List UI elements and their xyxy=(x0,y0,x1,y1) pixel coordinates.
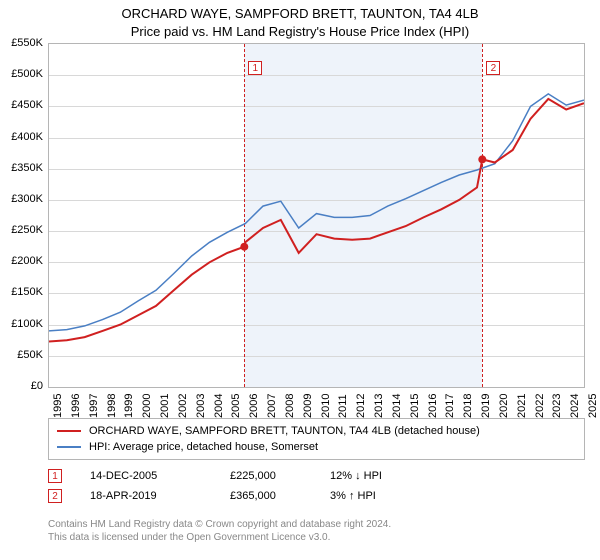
chart-title-line2: Price paid vs. HM Land Registry's House … xyxy=(0,21,600,43)
y-axis-tick-label: £100K xyxy=(1,318,43,330)
y-axis-tick-label: £550K xyxy=(1,37,43,49)
x-axis-tick-label: 2017 xyxy=(444,394,456,418)
y-axis-tick-label: £300K xyxy=(1,193,43,205)
footer-line1: Contains HM Land Registry data © Crown c… xyxy=(48,518,585,531)
footer-attribution: Contains HM Land Registry data © Crown c… xyxy=(48,518,585,544)
x-axis-tick-label: 2012 xyxy=(355,394,367,418)
x-axis-tick-label: 1995 xyxy=(52,394,64,418)
y-axis-tick-label: £400K xyxy=(1,131,43,143)
legend-swatch xyxy=(57,430,81,432)
x-axis-tick-label: 1998 xyxy=(106,394,118,418)
y-axis-tick-label: £450K xyxy=(1,99,43,111)
events-table-row: 1 14-DEC-2005£225,00012% ↓ HPI xyxy=(48,466,585,486)
legend-row: HPI: Average price, detached house, Some… xyxy=(57,439,576,455)
event-diff: 12% ↓ HPI xyxy=(330,470,450,482)
x-axis-tick-label: 1996 xyxy=(70,394,82,418)
y-axis-tick-label: £350K xyxy=(1,162,43,174)
sale-marker xyxy=(478,155,486,163)
legend-row: ORCHARD WAYE, SAMPFORD BRETT, TAUNTON, T… xyxy=(57,423,576,439)
x-axis-tick-label: 2007 xyxy=(266,394,278,418)
x-axis-tick-label: 2009 xyxy=(302,394,314,418)
y-axis-tick-label: £200K xyxy=(1,255,43,267)
sale-marker xyxy=(240,243,248,251)
x-axis-tick-label: 2024 xyxy=(569,394,581,418)
event-price: £365,000 xyxy=(230,490,330,502)
x-axis-tick-label: 2022 xyxy=(534,394,546,418)
event-date: 18-APR-2019 xyxy=(90,490,230,502)
x-axis-tick-label: 2015 xyxy=(409,394,421,418)
legend-swatch xyxy=(57,446,81,448)
x-axis-tick-label: 2005 xyxy=(230,394,242,418)
x-axis-tick-label: 2021 xyxy=(516,394,528,418)
events-table: 1 14-DEC-2005£225,00012% ↓ HPI 2 18-APR-201… xyxy=(48,466,585,506)
x-axis-tick-label: 2023 xyxy=(551,394,563,418)
legend-label: ORCHARD WAYE, SAMPFORD BRETT, TAUNTON, T… xyxy=(89,425,480,437)
y-axis-tick-label: £0 xyxy=(1,380,43,392)
chart-area: £0 £50K £100K £150K £200K £250K £300K £350K £400… xyxy=(0,43,600,413)
x-axis-tick-label: 2018 xyxy=(462,394,474,418)
x-axis-tick-label: 2014 xyxy=(391,394,403,418)
x-axis-tick-label: 2010 xyxy=(320,394,332,418)
event-diff: 3% ↑ HPI xyxy=(330,490,450,502)
series-price_paid xyxy=(49,99,584,342)
y-axis-tick-label: £250K xyxy=(1,224,43,236)
x-axis-tick-label: 2016 xyxy=(427,394,439,418)
event-badge: 1 xyxy=(248,61,262,75)
x-axis-tick-label: 2025 xyxy=(587,394,599,418)
x-axis-tick-label: 2001 xyxy=(159,394,171,418)
x-axis-tick-label: 2006 xyxy=(248,394,260,418)
event-date: 14-DEC-2005 xyxy=(90,470,230,482)
x-axis-tick-label: 1999 xyxy=(123,394,135,418)
y-axis-tick-label: £50K xyxy=(1,349,43,361)
event-number-badge: 2 xyxy=(48,489,62,503)
event-number-badge: 1 xyxy=(48,469,62,483)
plot-area: 12 xyxy=(48,43,585,388)
x-axis-tick-label: 2002 xyxy=(177,394,189,418)
x-axis-tick-label: 2020 xyxy=(498,394,510,418)
y-axis-tick-label: £500K xyxy=(1,68,43,80)
x-axis-tick-label: 2019 xyxy=(480,394,492,418)
x-axis-tick-label: 2013 xyxy=(373,394,385,418)
event-price: £225,000 xyxy=(230,470,330,482)
chart-lines xyxy=(49,44,584,387)
legend-label: HPI: Average price, detached house, Some… xyxy=(89,441,318,453)
x-axis-tick-label: 2008 xyxy=(284,394,296,418)
x-axis-tick-label: 2000 xyxy=(141,394,153,418)
event-badge: 2 xyxy=(486,61,500,75)
series-hpi xyxy=(49,94,584,331)
events-table-row: 2 18-APR-2019£365,0003% ↑ HPI xyxy=(48,486,585,506)
y-axis-tick-label: £150K xyxy=(1,286,43,298)
x-axis-tick-label: 1997 xyxy=(88,394,100,418)
x-axis-tick-label: 2003 xyxy=(195,394,207,418)
legend: ORCHARD WAYE, SAMPFORD BRETT, TAUNTON, T… xyxy=(48,418,585,460)
x-axis-tick-label: 2004 xyxy=(213,394,225,418)
footer-line2: This data is licensed under the Open Gov… xyxy=(48,531,585,544)
chart-title-line1: ORCHARD WAYE, SAMPFORD BRETT, TAUNTON, T… xyxy=(0,0,600,21)
x-axis-tick-label: 2011 xyxy=(337,394,349,418)
